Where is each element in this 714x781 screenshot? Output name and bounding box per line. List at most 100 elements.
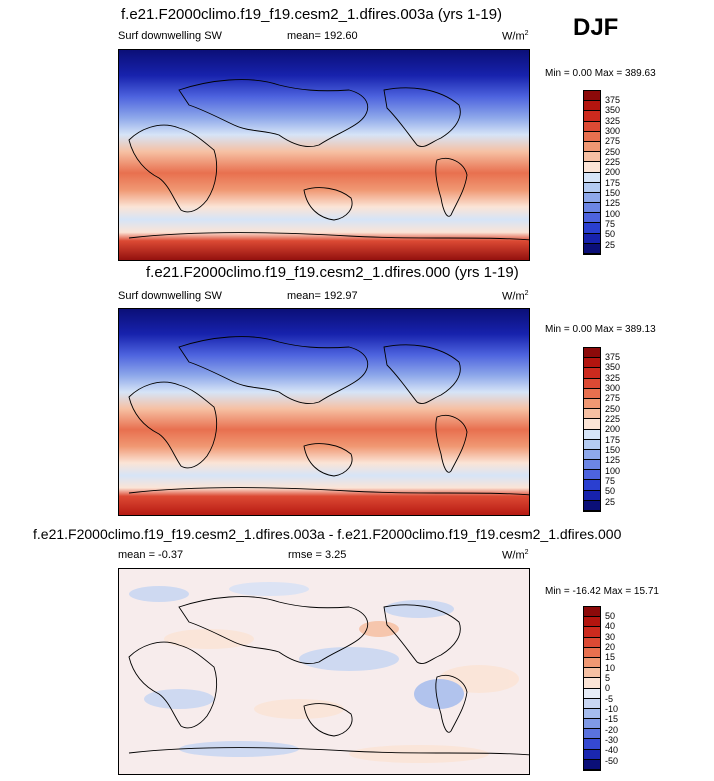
colorbar-swatch	[584, 419, 600, 430]
colorbar-tick-label: 175	[605, 178, 621, 188]
colorbar-tick-label: 225	[605, 157, 621, 167]
season-label: DJF	[573, 14, 619, 41]
panel-1-title: f.e21.F2000climo.f19_f19.cesm2_1.dfires.…	[121, 6, 503, 23]
colorbar-swatch	[584, 378, 600, 389]
colorbar-tick-label: 150	[605, 188, 621, 198]
colorbar-swatch	[584, 449, 600, 461]
colorbar-tick-label: 350	[605, 362, 621, 372]
colorbar-tick-label: 0	[605, 683, 611, 693]
colorbar-tick-label: 40	[605, 621, 616, 631]
colorbar-tick-label: 250	[605, 404, 621, 414]
colorbar-tick-label: 250	[605, 147, 621, 157]
colorbar-swatch	[584, 213, 600, 224]
panel-1-mean-label: mean= 192.60	[287, 30, 358, 42]
colorbar-segments	[584, 91, 600, 254]
colorbar-swatch	[584, 348, 600, 359]
colorbar-tick-label: 150	[605, 445, 621, 455]
colorbar-swatch	[584, 223, 600, 234]
colorbar-swatch	[584, 688, 600, 699]
colorbar-tick-label: 200	[605, 167, 621, 177]
colorbar-swatch	[584, 182, 600, 193]
colorbar-tick-label: 50	[605, 611, 616, 621]
colorbar-swatch	[584, 490, 600, 501]
colorbar-tick-label: 15	[605, 652, 616, 662]
colorbar-tick-label: 75	[605, 476, 616, 486]
colorbar-swatch	[584, 500, 600, 511]
colorbar-swatch	[584, 233, 600, 244]
panel-3-map	[118, 568, 530, 775]
colorbar-tick-label: 100	[605, 466, 621, 476]
colorbar-swatch	[584, 203, 600, 214]
colorbar-swatch	[584, 368, 600, 379]
colorbar-tick-label: 125	[605, 198, 621, 208]
colorbar-swatch	[584, 439, 600, 450]
colorbar-tick-label: 25	[605, 240, 616, 250]
colorbar-swatch	[584, 429, 600, 440]
colorbar-swatch	[584, 759, 600, 770]
panel-2-minmax: Min = 0.00 Max = 389.13	[545, 324, 656, 335]
colorbar-tick-label: 300	[605, 383, 621, 393]
colorbar-tick-label: 5	[605, 673, 611, 683]
colorbar-swatch	[584, 131, 600, 142]
colorbar-swatch	[584, 627, 600, 638]
colorbar-tick-label: -5	[605, 694, 614, 704]
colorbar-swatch	[584, 607, 600, 618]
colorbar-swatch	[584, 162, 600, 173]
colorbar-swatch	[584, 172, 600, 183]
panel-1-map	[118, 49, 530, 261]
colorbar-tick-label: 350	[605, 105, 621, 115]
colorbar-tick-label: 325	[605, 373, 621, 383]
panel-3-mean-label: mean = -0.37	[118, 549, 184, 561]
panel-1-variable-label: Surf downwelling SW	[118, 30, 222, 42]
colorbar-swatch	[584, 749, 600, 760]
panel-3-colorbar	[583, 606, 601, 771]
colorbar-tick-label: 30	[605, 632, 616, 642]
colorbar-swatch	[584, 358, 600, 369]
colorbar-tick-label: 75	[605, 219, 616, 229]
colorbar-tick-label: -40	[605, 745, 619, 755]
colorbar-swatch	[584, 698, 600, 709]
colorbar-swatch	[584, 719, 600, 730]
colorbar-swatch	[584, 111, 600, 122]
colorbar-tick-label: 275	[605, 136, 621, 146]
panel-3-units: W/m2	[502, 549, 529, 562]
colorbar-swatch	[584, 460, 600, 471]
colorbar-swatch	[584, 678, 600, 689]
colorbar-tick-label: 375	[605, 95, 621, 105]
colorbar-swatch	[584, 101, 600, 112]
colorbar-tick-label: 375	[605, 352, 621, 362]
colorbar-tick-label: -50	[605, 756, 619, 766]
colorbar-swatch	[584, 121, 600, 132]
colorbar-swatch	[584, 668, 600, 679]
colorbar-tick-label: 225	[605, 414, 621, 424]
colorbar-tick-label: 50	[605, 229, 616, 239]
colorbar-swatch	[584, 91, 600, 102]
colorbar-tick-label: 25	[605, 497, 616, 507]
panel-3-colorbar-labels: 50 40 30 20 15 10 5 0 -5 -10 -15 -20 -30…	[605, 608, 645, 768]
colorbar-swatch	[584, 398, 600, 410]
colorbar-swatch	[584, 647, 600, 658]
panel-2-variable-label: Surf downwelling SW	[118, 290, 222, 302]
panel-2-mean-label: mean= 192.97	[287, 290, 358, 302]
panel-1-colorbar	[583, 90, 601, 255]
panel-2-colorbar	[583, 347, 601, 512]
colorbar-swatch	[584, 729, 600, 740]
colorbar-segments	[584, 348, 600, 511]
panel-2-title: f.e21.F2000climo.f19_f19.cesm2_1.dfires.…	[146, 264, 519, 281]
colorbar-swatch	[584, 409, 600, 420]
colorbar-swatch	[584, 637, 600, 648]
panel-2-map	[118, 308, 530, 516]
colorbar-swatch	[584, 739, 600, 750]
colorbar-swatch	[584, 388, 600, 399]
colorbar-tick-label: -20	[605, 725, 619, 735]
panel-1-colorbar-labels: 375 350 325 300 275 250 225 200 175 150 …	[605, 92, 645, 252]
colorbar-tick-label: 100	[605, 209, 621, 219]
colorbar-swatch	[584, 470, 600, 481]
colorbar-tick-label: -10	[605, 704, 619, 714]
panel-2-colorbar-labels: 375 350 325 300 275 250 225 200 175 150 …	[605, 349, 645, 509]
panel-3-title: f.e21.F2000climo.f19_f19.cesm2_1.dfires.…	[33, 526, 622, 542]
colorbar-tick-label: 125	[605, 455, 621, 465]
panel-3-minmax: Min = -16.42 Max = 15.71	[545, 586, 659, 597]
colorbar-segments	[584, 607, 600, 770]
colorbar-tick-label: 20	[605, 642, 616, 652]
